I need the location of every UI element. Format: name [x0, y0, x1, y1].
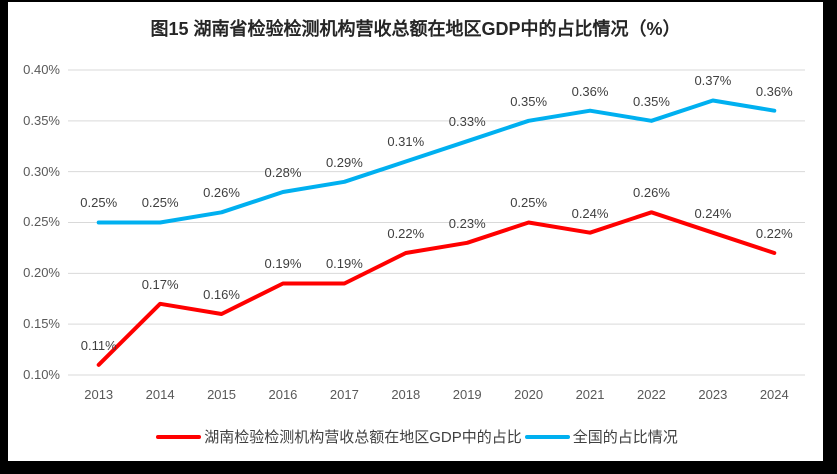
- series-line-hunan: [96, 210, 777, 367]
- data-label: 0.33%: [448, 114, 486, 130]
- x-tick-label: 2015: [207, 387, 236, 402]
- data-label: 0.17%: [141, 276, 179, 292]
- x-tick-label: 2019: [452, 387, 482, 402]
- data-label: 0.25%: [510, 195, 548, 211]
- x-tick-label: 2014: [145, 387, 175, 402]
- data-label: 0.19%: [264, 256, 302, 272]
- data-label: 0.35%: [633, 93, 670, 109]
- legend-swatch-hunan-line: [156, 434, 202, 439]
- x-tick-label: 2016: [268, 387, 298, 402]
- series-line-national: [96, 98, 777, 225]
- data-label: 0.24%: [694, 205, 732, 221]
- x-tick-label: 2017: [329, 387, 359, 402]
- data-label: 0.37%: [694, 73, 732, 89]
- data-label: 0.28%: [264, 164, 302, 180]
- data-label: 0.35%: [510, 93, 548, 109]
- legend-label-national: 全国的占比情况: [572, 429, 678, 446]
- data-label: 0.23%: [448, 215, 486, 231]
- y-tick-label: 0.35%: [23, 112, 60, 128]
- y-tick-label: 0.10%: [23, 366, 60, 382]
- legend: 湖南检验检测机构营收总额在地区GDP中的占比 全国的占比情况: [8, 426, 823, 447]
- legend-swatch-national-line: [524, 434, 570, 439]
- chart-canvas: 图15 湖南省检验检测机构营收总额在地区GDP中的占比情况（%） 0.10% 0.…: [8, 2, 823, 461]
- data-label: 0.25%: [80, 195, 118, 211]
- data-label: 0.24%: [571, 205, 609, 221]
- x-tick-label: 2021: [575, 387, 605, 402]
- legend-label-hunan: 湖南检验检测机构营收总额在地区GDP中的占比: [204, 429, 522, 446]
- data-label: 0.11%: [80, 337, 117, 353]
- y-tick-label: 0.15%: [23, 316, 60, 332]
- data-label: 0.31%: [387, 134, 425, 150]
- data-label: 0.29%: [325, 154, 363, 170]
- y-tick-label: 0.30%: [23, 163, 60, 179]
- x-tick-label: 2023: [698, 387, 728, 402]
- data-label: 0.36%: [755, 83, 793, 99]
- data-label: 0.19%: [325, 256, 363, 272]
- data-label: 0.26%: [633, 185, 670, 201]
- y-tick-label: 0.20%: [23, 265, 60, 281]
- x-tick-label: 2020: [514, 387, 544, 402]
- y-tick-label: 0.25%: [23, 214, 60, 230]
- chart-title: 图15 湖南省检验检测机构营收总额在地区GDP中的占比情况（%）: [150, 19, 681, 39]
- data-label: 0.22%: [387, 225, 425, 241]
- y-tick-label: 0.40%: [23, 62, 60, 77]
- data-label: 0.26%: [203, 185, 240, 201]
- data-label: 0.36%: [571, 83, 609, 99]
- data-label: 0.25%: [141, 195, 179, 211]
- x-tick-label: 2022: [636, 387, 666, 402]
- data-label: 0.16%: [203, 286, 240, 302]
- x-tick-label: 2024: [759, 387, 789, 402]
- plot-area: [68, 69, 805, 376]
- x-tick-label: 2018: [391, 387, 421, 402]
- x-tick-label: 2013: [84, 387, 114, 402]
- data-label: 0.22%: [755, 225, 793, 241]
